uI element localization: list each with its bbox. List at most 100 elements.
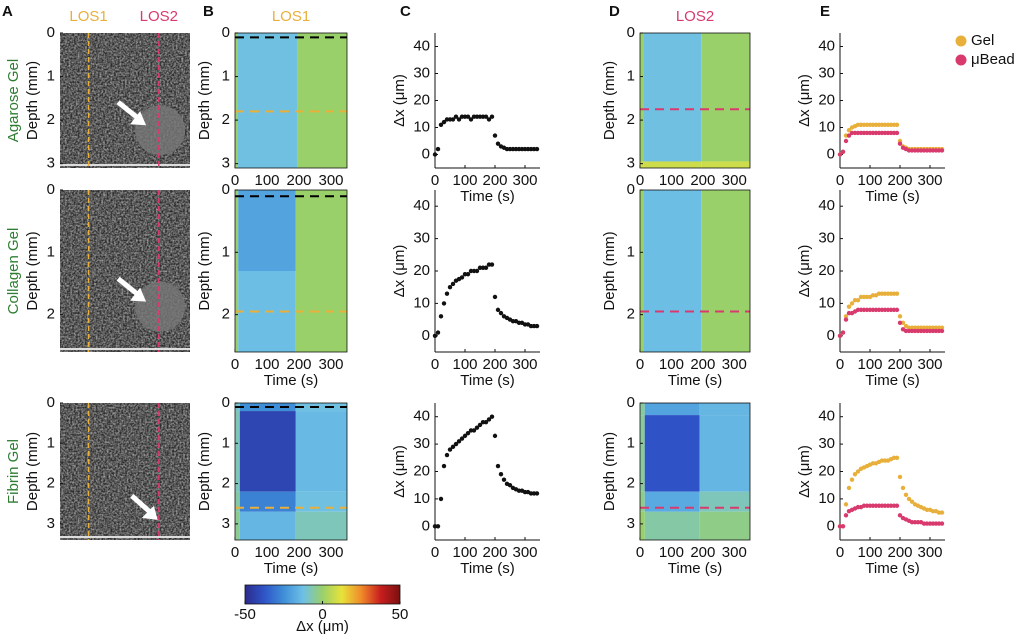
point: [855, 469, 861, 474]
point: [897, 314, 903, 319]
y-axis-label: Depth (mm): [24, 432, 41, 511]
y-tick-label: 40: [413, 197, 430, 214]
y-tick-label: 3: [47, 155, 55, 172]
x-tick-label: 200: [887, 356, 912, 373]
x-tick-label: 0: [231, 544, 239, 561]
x-tick-label: 0: [431, 544, 439, 561]
y-tick-label: 0: [422, 517, 430, 534]
y-tick-label: 20: [818, 262, 835, 279]
point: [462, 433, 468, 439]
point: [534, 146, 540, 152]
row-label: Agarose Gel: [5, 59, 22, 142]
point: [441, 463, 447, 469]
y-tick-label: 3: [47, 515, 55, 532]
point: [897, 474, 903, 480]
x-axis-label: Time (s): [264, 560, 318, 577]
x-tick-label: 0: [836, 356, 844, 373]
point: [447, 285, 453, 290]
point: [894, 307, 900, 313]
y-axis-label: Δx (μm): [391, 245, 408, 298]
panel-label: B: [203, 3, 214, 20]
y-axis-label: Δx (μm): [796, 445, 813, 498]
x-tick-label: 200: [690, 544, 715, 561]
colorbar-tick-label: 50: [392, 606, 409, 623]
point: [432, 333, 438, 338]
y-tick-label: 0: [827, 145, 835, 162]
y-axis-label: Depth (mm): [601, 61, 618, 140]
legend-marker: [955, 35, 967, 47]
y-tick-label: 10: [818, 490, 835, 507]
x-tick-label: 200: [482, 172, 507, 189]
point: [495, 463, 501, 469]
heatmap-cell: [238, 190, 296, 271]
point: [456, 117, 462, 122]
column-title: LOS1: [272, 8, 310, 25]
point: [465, 272, 471, 277]
colorbar-label: Δx (μm): [296, 618, 349, 634]
heatmap-cell: [239, 411, 296, 492]
legend-label: μBead: [971, 51, 1015, 68]
heatmap-cell: [644, 491, 700, 512]
point: [939, 148, 945, 153]
point: [447, 447, 453, 452]
y-tick-label: 30: [413, 435, 430, 452]
y-axis-label: Δx (μm): [391, 445, 408, 498]
plot-frame: [234, 189, 348, 353]
point: [450, 117, 456, 122]
x-tick-label: 100: [659, 544, 684, 561]
x-tick-label: 100: [452, 356, 477, 373]
y-tick-label: 0: [827, 327, 835, 344]
x-tick-label: 200: [286, 172, 311, 189]
point: [894, 503, 900, 508]
arrow: [130, 493, 152, 514]
y-tick-label: 0: [222, 24, 230, 41]
point: [939, 510, 945, 515]
point: [894, 130, 900, 136]
heatmap-cell: [644, 403, 700, 416]
point: [438, 122, 444, 128]
point: [495, 307, 501, 313]
point: [843, 314, 849, 319]
point: [897, 513, 903, 518]
heatmap-cell: [297, 33, 347, 168]
x-tick-label: 100: [254, 172, 279, 189]
row-label: Collagen Gel: [5, 228, 22, 315]
y-tick-label: 0: [627, 181, 635, 198]
x-tick-label: 0: [836, 172, 844, 189]
heatmap-cell: [701, 161, 750, 168]
y-tick-label: 1: [47, 68, 55, 85]
point: [489, 414, 495, 419]
bead: [135, 105, 186, 156]
x-tick-label: 200: [887, 172, 912, 189]
point: [471, 428, 477, 433]
y-tick-label: 20: [818, 91, 835, 108]
y-tick-label: 1: [627, 68, 635, 85]
y-tick-label: 10: [818, 118, 835, 135]
point: [444, 291, 450, 296]
heatmap-cell: [644, 415, 700, 492]
point: [435, 524, 441, 529]
point: [489, 262, 495, 267]
y-tick-label: 2: [222, 111, 230, 128]
heatmap-cell: [640, 415, 645, 492]
y-tick-label: 2: [47, 306, 55, 323]
plot-frame: [639, 402, 751, 541]
point: [897, 141, 903, 146]
x-axis-label: Time (s): [668, 560, 722, 577]
heatmap-cell: [699, 491, 750, 512]
point: [507, 483, 513, 488]
x-tick-label: 100: [659, 356, 684, 373]
y-axis-label: Depth (mm): [196, 231, 213, 310]
point: [444, 452, 450, 458]
x-tick-label: 200: [887, 544, 912, 561]
y-tick-label: 0: [47, 181, 55, 198]
point: [492, 294, 498, 300]
y-tick-label: 10: [413, 118, 430, 135]
los-label: LOS1: [69, 8, 107, 25]
x-axis-label: Time (s): [668, 372, 722, 389]
x-tick-label: 0: [636, 544, 644, 561]
y-tick-label: 30: [413, 230, 430, 247]
y-tick-label: 0: [222, 394, 230, 411]
heatmap-cell: [644, 511, 700, 540]
point: [477, 422, 483, 428]
